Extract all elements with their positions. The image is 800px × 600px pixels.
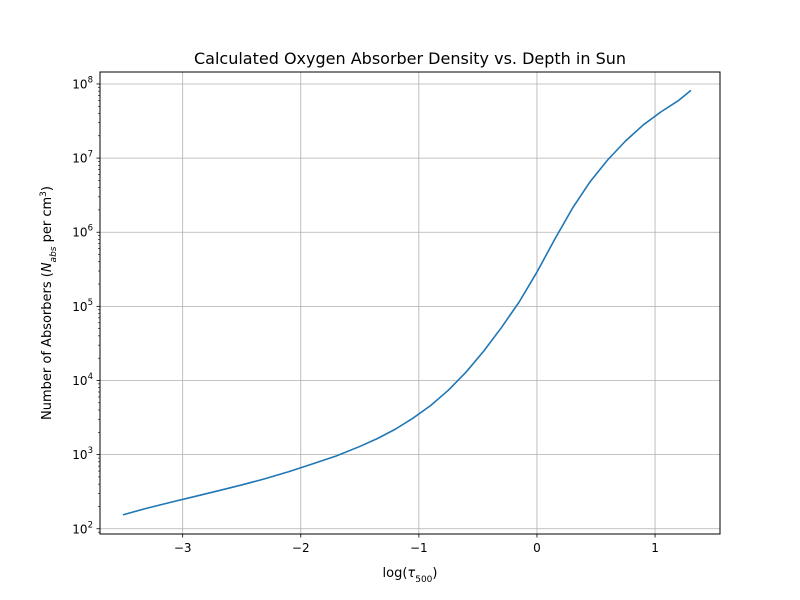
plot-frame <box>99 71 721 535</box>
y-tick-label: 107 <box>72 150 93 166</box>
y-tick-label: 104 <box>72 372 93 388</box>
series-line <box>122 89 692 516</box>
x-axis-label: log(τ500) <box>383 566 438 585</box>
y-tick-base: 10 <box>72 152 87 166</box>
grid <box>100 72 720 534</box>
y-tick-base: 10 <box>72 300 87 314</box>
y-tick-base: 10 <box>72 226 87 240</box>
y-tick-label: 102 <box>72 520 93 536</box>
y-tick-exponent: 7 <box>88 150 93 160</box>
chart-title: Calculated Oxygen Absorber Density vs. D… <box>194 49 626 68</box>
y-tick-base: 10 <box>72 522 87 536</box>
x-tick-label: −1 <box>410 541 428 555</box>
y-tick-base: 10 <box>72 448 87 462</box>
x-tick-label: 1 <box>651 541 659 555</box>
y-axis-label: Number of Absorbers (Nabs per cm3) <box>39 186 59 420</box>
y-tick-exponent: 5 <box>88 298 93 308</box>
y-tick-exponent: 6 <box>88 224 93 234</box>
x-tick-label: 0 <box>533 541 541 555</box>
y-tick-label: 106 <box>72 224 93 240</box>
y-tick-exponent: 8 <box>88 75 93 85</box>
y-tick-label: 105 <box>72 298 93 314</box>
x-ticks: −3 −2 −1 0 1 <box>174 534 659 555</box>
series-layer <box>122 89 692 516</box>
y-tick-label: 103 <box>72 446 93 462</box>
y-tick-base: 10 <box>72 374 87 388</box>
x-tick-label: −3 <box>174 541 192 555</box>
y-tick-exponent: 3 <box>88 446 93 456</box>
plot-area <box>100 72 720 534</box>
x-tick-label: −2 <box>292 541 310 555</box>
y-tick-base: 10 <box>72 77 87 91</box>
y-tick-exponent: 2 <box>88 520 93 530</box>
y-tick-label: 108 <box>72 75 93 91</box>
y-tick-exponent: 4 <box>88 372 93 382</box>
